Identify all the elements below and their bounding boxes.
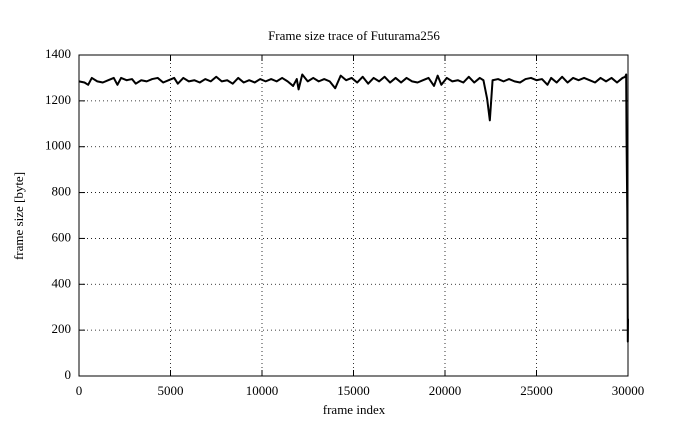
y-tick-label: 0 xyxy=(65,367,72,382)
x-tick-label: 25000 xyxy=(520,383,553,398)
chart-title: Frame size trace of Futurama256 xyxy=(268,28,440,43)
x-axis-label: frame index xyxy=(323,402,386,417)
y-tick-label: 800 xyxy=(52,184,72,199)
y-tick-label: 1000 xyxy=(45,138,71,153)
x-tick-label: 10000 xyxy=(246,383,279,398)
x-tick-label: 0 xyxy=(76,383,83,398)
x-tick-label: 20000 xyxy=(429,383,462,398)
y-axis-label: frame size [byte] xyxy=(11,172,26,260)
x-tick-label: 15000 xyxy=(337,383,370,398)
y-tick-label: 1200 xyxy=(45,92,71,107)
data-line xyxy=(78,73,629,343)
x-tick-label: 5000 xyxy=(158,383,184,398)
y-tick-label: 1400 xyxy=(45,46,71,61)
y-tick-label: 200 xyxy=(52,321,72,336)
y-tick-label: 400 xyxy=(52,275,72,290)
x-tick-label: 30000 xyxy=(612,383,645,398)
y-tick-label: 600 xyxy=(52,229,72,244)
